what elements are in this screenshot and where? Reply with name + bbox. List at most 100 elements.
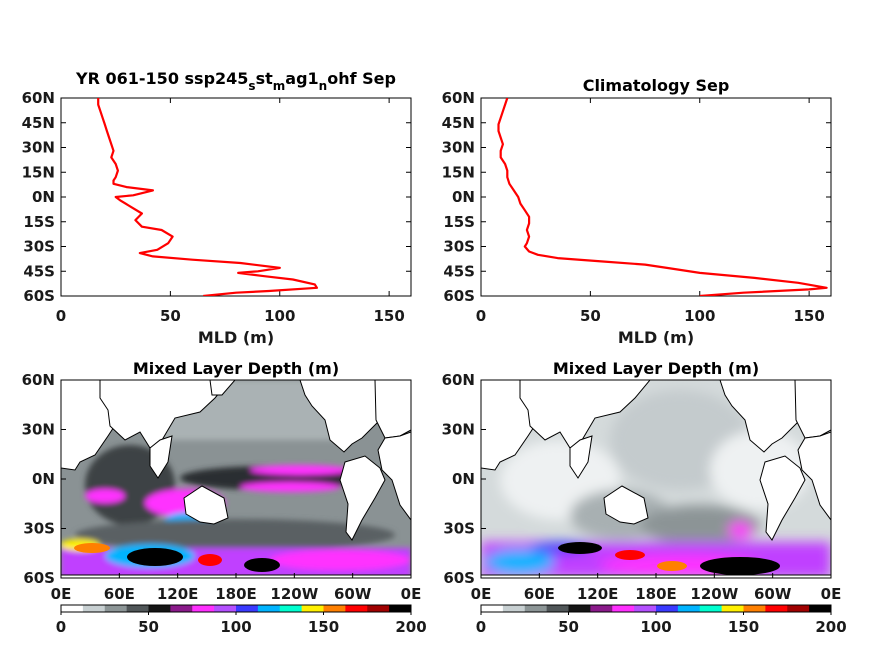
y-tick-label: 15N xyxy=(22,163,55,181)
colorbar-segment xyxy=(61,605,84,612)
y-tick-label: 30S xyxy=(23,238,55,256)
colorbar-segment xyxy=(279,605,303,612)
series-line xyxy=(97,98,318,296)
colorbar-segment xyxy=(323,605,346,612)
line-panel-climatology: Climatology Sep 60N45N30N15N0N15S30S45S6… xyxy=(442,76,832,347)
colorbar-tick-label: 50 xyxy=(558,618,579,636)
colorbar-tick-label: 100 xyxy=(220,618,251,636)
colorbar-segment xyxy=(170,605,193,612)
x-axis-label: MLD (m) xyxy=(618,328,694,347)
y-tick-label: 45N xyxy=(442,114,475,132)
lat-tick-label: 60N xyxy=(442,371,475,389)
colorbar-segment xyxy=(743,605,766,612)
y-tick-label: 45S xyxy=(23,262,55,280)
y-tick-label: 45S xyxy=(443,262,475,280)
x-tick-label: 150 xyxy=(373,307,404,325)
lon-tick-label: 0E xyxy=(401,585,422,603)
y-tick-label: 30N xyxy=(442,139,475,157)
colorbar-segment xyxy=(590,605,613,612)
colorbar-tick-label: 200 xyxy=(395,618,426,636)
panel-title: Climatology Sep xyxy=(583,76,730,95)
colorbar-segment xyxy=(389,605,412,612)
lon-tick-label: 0E xyxy=(51,585,72,603)
lon-tick-label: 60W xyxy=(754,585,792,603)
heatmap-field xyxy=(481,380,831,578)
deep-mld-region xyxy=(244,558,280,572)
colorbar-segment xyxy=(568,605,591,612)
line-panel-model: YR 061-150 ssp245sstmag1nohf Sep 60N 45N 3… xyxy=(22,69,412,347)
lat-tick-label: 0N xyxy=(452,470,475,488)
lon-ticks: 0E 60E 120E 180E 120W 60W 0E xyxy=(471,573,841,603)
lon-tick-label: 60E xyxy=(524,585,555,603)
y-tick-label: 60S xyxy=(443,287,475,305)
y-tick-label: 15N xyxy=(442,163,475,181)
lat-tick-label: 0N xyxy=(32,470,55,488)
colorbar-segment xyxy=(524,605,548,612)
lon-tick-label: 120W xyxy=(690,585,738,603)
deep-mld-region xyxy=(657,561,687,571)
lat-tick-label: 30S xyxy=(23,520,55,538)
deep-mld-region xyxy=(615,550,645,560)
colorbar-segment xyxy=(612,605,635,612)
colorbar-tick-label: 100 xyxy=(640,618,671,636)
lon-ticks: 0E 60E 120E 180E 120W 60W 0E xyxy=(51,573,422,603)
colorbar-tick-label: 0 xyxy=(476,618,486,636)
colorbar-segment xyxy=(699,605,723,612)
colorbar-segment xyxy=(104,605,128,612)
colorbar-segment xyxy=(787,605,810,612)
y-tick-label: 0N xyxy=(452,188,475,206)
y-ticks: 60N 45N 30N 15N 0N 15S 30S 45S 60S xyxy=(22,89,411,305)
y-ticks: 60N 45N 30N 15N 0N 15S 30S 45S 60S xyxy=(442,89,831,305)
series-line xyxy=(497,98,828,296)
colorbar-segment xyxy=(656,605,679,612)
colorbar: 0 50 100 150 200 xyxy=(476,604,847,636)
deep-mld-region xyxy=(74,543,110,553)
y-tick-label: 60S xyxy=(23,287,55,305)
heatmap-field xyxy=(61,380,411,578)
y-tick-label: 60N xyxy=(22,89,55,107)
panel-title: Mixed Layer Depth (m) xyxy=(553,359,759,378)
colorbar-segment xyxy=(367,605,390,612)
x-tick-label: 50 xyxy=(160,307,181,325)
colorbar-segment xyxy=(502,605,526,612)
colorbar-segment xyxy=(809,605,832,612)
colorbar-tick-label: 200 xyxy=(815,618,846,636)
colorbar-segment xyxy=(148,605,171,612)
lat-ticks: 60N 30N 0N 30S 60S xyxy=(22,371,66,587)
colorbar-segment xyxy=(546,605,569,612)
colorbar-segment xyxy=(126,605,149,612)
lon-tick-label: 120E xyxy=(577,585,619,603)
y-tick-label: 45N xyxy=(22,114,55,132)
lat-tick-label: 30N xyxy=(22,421,55,439)
colorbar: 0 50 100 150 200 xyxy=(56,604,427,636)
colorbar-segment xyxy=(236,605,259,612)
lon-tick-label: 120W xyxy=(270,585,318,603)
map-panel-model: Mixed Layer Depth (m) xyxy=(22,359,427,636)
panel-title: YR 061-150 ssp245sstmag1nohf Sep xyxy=(75,69,396,93)
lon-tick-label: 180E xyxy=(215,585,257,603)
x-tick-label: 100 xyxy=(684,307,715,325)
colorbar-segment xyxy=(301,605,324,612)
lon-tick-label: 60E xyxy=(104,585,135,603)
lon-tick-label: 180E xyxy=(635,585,677,603)
colorbar-segment xyxy=(634,605,657,612)
colorbar-tick-label: 0 xyxy=(56,618,66,636)
colorbar-segment xyxy=(481,605,504,612)
colorbar-tick-label: 150 xyxy=(308,618,339,636)
series-lines xyxy=(497,98,828,296)
y-tick-label: 15S xyxy=(23,213,55,231)
colorbar-segment xyxy=(345,605,368,612)
panel-title: Mixed Layer Depth (m) xyxy=(133,359,339,378)
deep-mld-region xyxy=(198,554,222,566)
lat-ticks: 60N 30N 0N 30S 60S xyxy=(442,371,486,587)
colorbar-tick-label: 150 xyxy=(728,618,759,636)
plot-area xyxy=(60,97,412,297)
colorbar-segment xyxy=(192,605,215,612)
lon-tick-label: 120E xyxy=(157,585,199,603)
deep-mld-region xyxy=(127,548,183,566)
deep-mld-region xyxy=(700,557,780,575)
y-tick-label: 30S xyxy=(443,238,475,256)
colorbar-segment xyxy=(721,605,744,612)
colorbar-segment xyxy=(677,605,701,612)
